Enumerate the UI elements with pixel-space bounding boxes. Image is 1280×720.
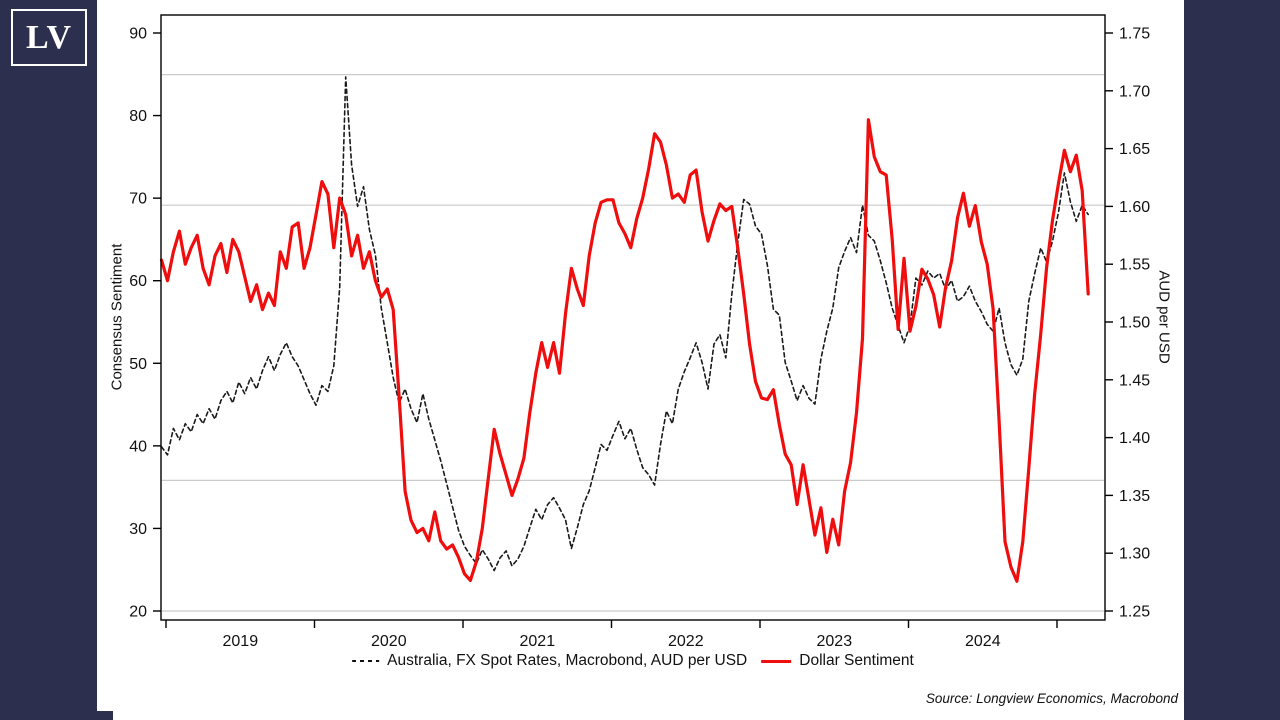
tick-label: 1.50 bbox=[1119, 315, 1150, 332]
left-axis-title: Consensus Sentiment bbox=[108, 243, 126, 391]
tick-label: 80 bbox=[129, 108, 147, 125]
legend-item-dollar-sentiment: Dollar Sentiment bbox=[761, 652, 914, 670]
tick-label: 50 bbox=[129, 356, 147, 373]
tick-label: 20 bbox=[129, 604, 147, 621]
dashed-line-swatch-icon bbox=[352, 660, 380, 662]
tick-label: 2019 bbox=[223, 633, 259, 650]
chart-legend: Australia, FX Spot Rates, Macrobond, AUD… bbox=[352, 652, 914, 670]
tick-label: 1.70 bbox=[1119, 83, 1150, 100]
tick-label: 2020 bbox=[371, 633, 407, 650]
source-note: Source: Longview Economics, Macrobond bbox=[925, 691, 1178, 706]
tick-label: 1.40 bbox=[1119, 430, 1150, 447]
series-dollar-sentiment bbox=[159, 118, 1090, 583]
tick-label: 1.55 bbox=[1119, 257, 1150, 274]
lv-logo: LV bbox=[11, 9, 87, 66]
tick-label: 1.75 bbox=[1119, 26, 1150, 43]
plot-border bbox=[160, 14, 1106, 621]
tick-label: 70 bbox=[129, 191, 147, 208]
tick-label: 1.45 bbox=[1119, 372, 1150, 389]
tick-label: 1.60 bbox=[1119, 199, 1150, 216]
tick-label: 90 bbox=[129, 26, 147, 43]
tick-label: 2023 bbox=[817, 633, 853, 650]
lv-logo-text: LV bbox=[25, 18, 73, 56]
tick-label: 40 bbox=[129, 438, 147, 455]
tick-label: 2024 bbox=[965, 633, 1001, 650]
legend-label-dollar-sentiment: Dollar Sentiment bbox=[799, 652, 914, 669]
tick-label: 2022 bbox=[668, 633, 704, 650]
tick-label: 60 bbox=[129, 273, 147, 290]
tick-label: 30 bbox=[129, 521, 147, 538]
tick-label: 1.65 bbox=[1119, 141, 1150, 158]
tick-label: 2021 bbox=[520, 633, 556, 650]
tick-label: 1.25 bbox=[1119, 604, 1150, 621]
legend-label-aud-per-usd: Australia, FX Spot Rates, Macrobond, AUD… bbox=[387, 652, 748, 669]
right-frame-band bbox=[1184, 0, 1280, 720]
right-axis-title: AUD per USD bbox=[1155, 270, 1173, 364]
legend-item-aud-per-usd: Australia, FX Spot Rates, Macrobond, AUD… bbox=[352, 652, 747, 670]
series-aud-per-usd bbox=[160, 76, 1089, 572]
left-frame-band bbox=[0, 0, 97, 720]
red-line-swatch-icon bbox=[761, 659, 792, 663]
tick-label: 1.35 bbox=[1119, 488, 1150, 505]
bottom-left-frame-band bbox=[0, 711, 113, 720]
tick-label: 1.30 bbox=[1119, 546, 1150, 563]
